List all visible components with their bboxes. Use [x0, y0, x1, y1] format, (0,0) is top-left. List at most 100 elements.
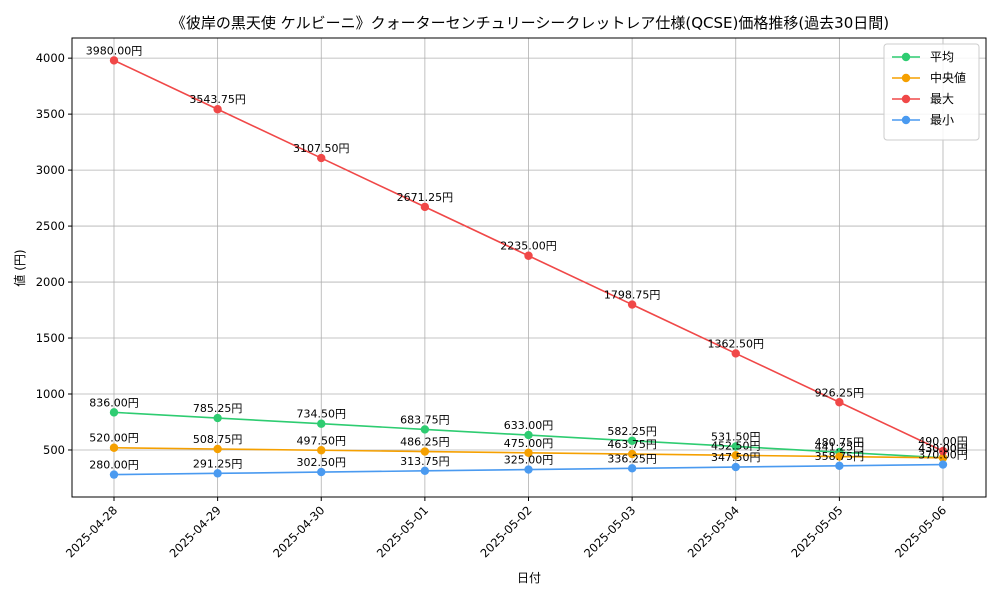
x-tick-label: 2025-05-02: [477, 503, 534, 560]
legend-marker: [901, 115, 911, 125]
data-label: 441.25円: [815, 441, 865, 454]
x-axis: 2025-04-28 2025-04-29 2025-04-30 2025-05-01…: [63, 497, 949, 560]
data-label: 486.25円: [400, 436, 450, 449]
legend-label: 平均: [930, 50, 954, 64]
y-tick-label: 1500: [36, 331, 65, 345]
y-tick-label: 1000: [36, 387, 65, 401]
data-label: 475.00円: [504, 437, 554, 450]
data-point: [835, 398, 844, 407]
data-label: 452.50円: [711, 439, 761, 452]
data-point: [835, 461, 844, 470]
y-tick-label: 3000: [36, 163, 65, 177]
data-point: [109, 56, 119, 65]
data-label: 785.25円: [193, 402, 243, 415]
data-label: 463.75円: [607, 438, 657, 451]
data-point: [420, 466, 430, 476]
data-label: 1798.75円: [604, 289, 661, 302]
data-labels: 836.00円 785.25円 734.50円 683.75円 633.00円 582.2…: [86, 44, 968, 471]
data-label: 325.00円: [504, 454, 554, 467]
x-tick-label: 2025-04-28: [63, 503, 120, 560]
legend-marker: [901, 52, 911, 62]
legend-label: 最大: [930, 92, 954, 106]
series-group: [109, 56, 948, 479]
data-label: 313.75円: [400, 455, 450, 468]
legend-marker: [901, 73, 911, 83]
data-point: [109, 408, 119, 417]
data-label: 3543.75円: [189, 93, 246, 106]
data-point: [420, 202, 430, 212]
data-point: [420, 447, 430, 456]
data-point: [627, 300, 637, 309]
data-point: [317, 419, 326, 428]
data-label: 430.00円: [918, 442, 968, 455]
y-tick-label: 2500: [36, 219, 65, 233]
y-axis: 500 1000 1500 2000 2500 3000 3500 4000: [36, 51, 72, 457]
x-tick-label: 2025-05-01: [374, 503, 431, 560]
data-point: [524, 465, 533, 474]
x-tick-label: 2025-05-05: [788, 503, 845, 560]
x-tick-label: 2025-04-29: [167, 503, 224, 560]
y-axis-label: 値 (円): [12, 249, 27, 286]
data-label: 336.25円: [607, 452, 657, 465]
data-point: [627, 464, 637, 473]
data-point: [731, 442, 740, 451]
legend-label: 最小: [930, 113, 954, 127]
data-point: [938, 446, 948, 456]
data-label: 347.50円: [711, 451, 761, 464]
data-label: 531.50円: [711, 430, 761, 443]
chart-title: 《彼岸の黒天使 ケルビーニ》クォーターセンチュリーシークレットレア仕様(QCSE…: [171, 14, 889, 32]
data-point: [317, 446, 326, 455]
data-label: 370.00円: [918, 449, 968, 462]
data-point: [317, 153, 326, 163]
data-label: 1362.50円: [708, 337, 765, 350]
data-point: [627, 449, 637, 459]
data-label: 291.25円: [193, 457, 243, 470]
data-point: [731, 462, 740, 472]
data-point: [524, 448, 533, 457]
data-label: 633.00円: [504, 419, 554, 432]
data-label: 302.50円: [297, 456, 347, 469]
data-point: [213, 105, 222, 114]
grid: [72, 38, 986, 497]
data-label: 508.75円: [193, 433, 243, 446]
data-point: [627, 436, 637, 445]
data-label: 926.25円: [815, 386, 865, 399]
data-point: [938, 453, 948, 463]
y-tick-label: 4000: [36, 51, 65, 65]
data-point: [317, 467, 326, 477]
data-label: 520.00円: [89, 432, 139, 445]
data-point: [109, 470, 119, 479]
x-axis-label: 日付: [517, 571, 541, 585]
y-tick-label: 2000: [36, 275, 65, 289]
data-label: 683.75円: [400, 413, 450, 426]
data-label: 480.75円: [815, 436, 865, 449]
y-tick-label: 500: [43, 443, 65, 457]
data-label: 3107.50円: [293, 142, 350, 155]
data-point: [524, 251, 533, 260]
data-point: [420, 425, 430, 434]
data-point: [938, 460, 948, 469]
data-point: [524, 430, 533, 440]
data-point: [213, 413, 222, 423]
data-label: 430.00円: [918, 442, 968, 455]
y-tick-label: 3500: [36, 107, 65, 121]
data-point: [109, 443, 119, 452]
data-label: 2671.25円: [397, 191, 454, 204]
data-label: 836.00円: [89, 396, 139, 409]
legend-marker: [901, 94, 911, 104]
x-tick-label: 2025-05-04: [685, 503, 742, 560]
data-point: [835, 452, 844, 461]
data-point: [731, 349, 740, 358]
x-tick-label: 2025-05-03: [581, 503, 638, 560]
data-label: 734.50円: [297, 408, 347, 421]
x-tick-label: 2025-05-06: [892, 503, 949, 560]
data-label: 2235.00円: [500, 240, 557, 253]
data-label: 3980.00円: [86, 44, 143, 57]
data-point: [213, 444, 222, 454]
data-label: 582.25円: [607, 425, 657, 438]
legend-label: 中央値: [930, 70, 966, 85]
legend-box: [883, 43, 980, 141]
data-label: 280.00円: [89, 459, 139, 472]
